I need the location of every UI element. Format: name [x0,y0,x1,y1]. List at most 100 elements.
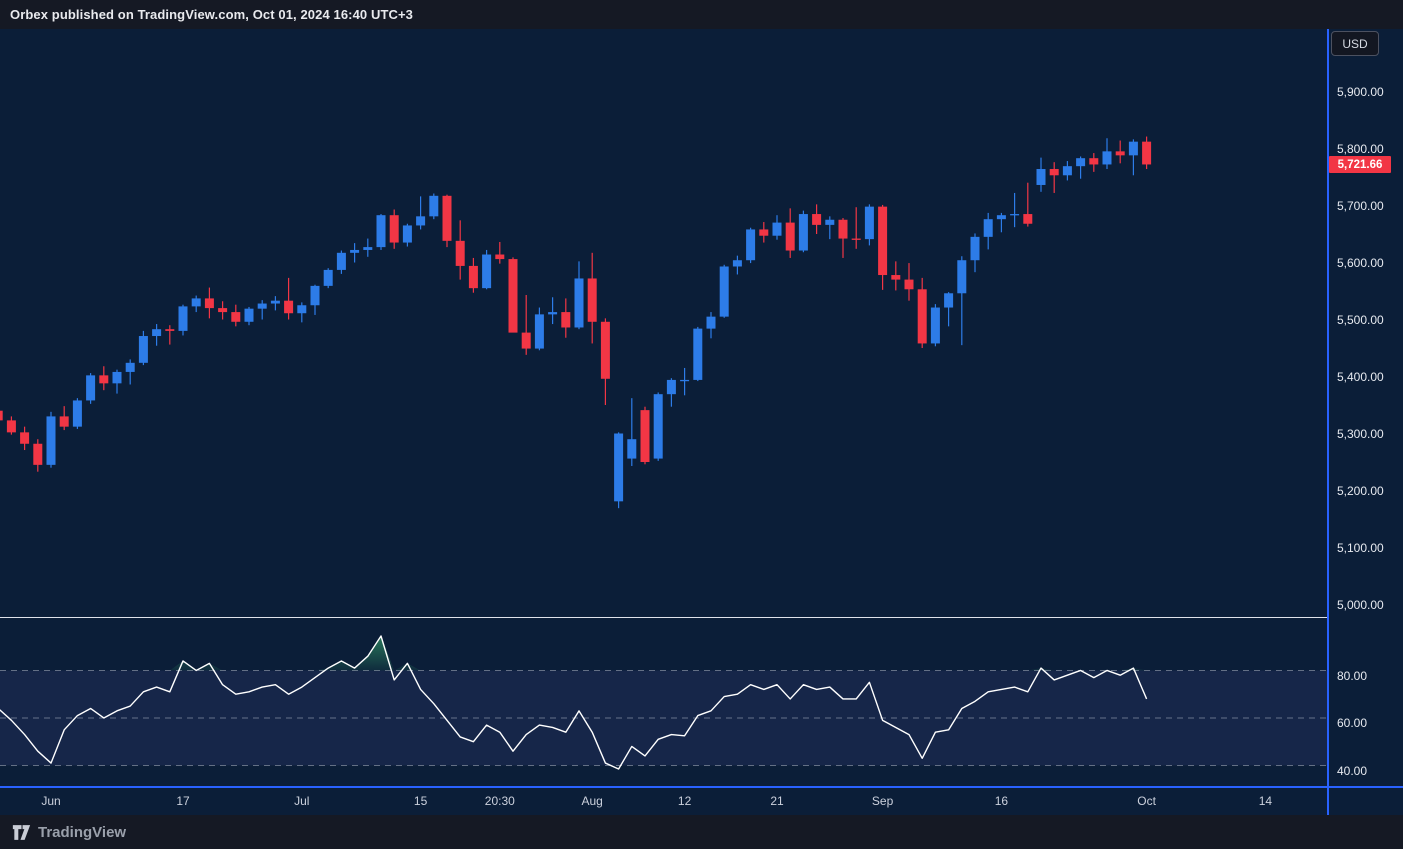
price-axis-separator-line [1327,29,1329,815]
candle [112,369,122,394]
candle [0,410,3,421]
candle-body [904,279,914,290]
candle-body [944,293,954,308]
candle [350,243,360,263]
candle-body [442,195,452,241]
candle-body [1076,158,1086,167]
time-scale[interactable]: Jun 17 Jul 15 20:30 Aug 12 21 Sep 16 Oct 14 [0,788,1403,815]
candle [1010,192,1020,228]
candle-body [891,275,901,280]
candle-body [957,260,967,294]
candle [891,261,901,291]
time-tick-label: Sep [871,794,894,808]
candle-body [323,269,333,286]
candle-body [244,308,254,322]
candle [442,194,452,248]
candle [86,373,96,404]
candle [561,298,571,338]
candle-body [1036,169,1046,185]
candle-body [759,229,769,236]
candle [59,406,69,431]
currency-toggle-button[interactable]: USD [1331,31,1379,56]
rsi-tick-label: 60.00 [1337,716,1368,731]
candle-body [165,329,175,331]
candle-body [693,328,703,380]
price-tick-label: 5,500.00 [1337,313,1384,327]
price-tick-label: 5,600.00 [1337,256,1384,270]
candle [376,214,386,250]
price-scale[interactable]: 5,900.00 5,800.00 5,700.00 5,600.00 5,500.00… [1329,29,1403,786]
time-tick-label: 14 [1258,794,1273,808]
candle-body [746,229,756,261]
candle [983,212,993,250]
candle-body [1023,214,1033,224]
candle [46,411,56,468]
pane-separator[interactable] [0,617,1327,618]
time-tick-label: Jul [294,794,310,808]
candle-body [402,225,412,243]
candle-body [284,300,294,314]
candle [257,300,267,320]
candle-body [297,305,307,314]
candle-body [376,215,386,248]
candle-body [653,394,663,459]
candle-body [561,312,571,328]
candle [851,207,861,249]
candle-body [138,336,148,363]
candle [693,326,703,382]
candle [759,222,769,243]
candle [785,208,795,258]
tradingview-brand-text: TradingView [38,823,127,841]
candle-body [6,420,16,433]
candle [20,426,30,451]
candle [772,215,782,240]
candle [838,218,848,258]
publish-header-bar: Orbex published on TradingView.com, Oct … [0,0,1403,29]
candle-body [1102,151,1112,165]
candle-body [838,219,848,239]
candle [957,256,967,346]
candle-body [482,254,492,289]
candle [917,277,927,348]
candle-body [1010,214,1020,216]
candle [138,330,148,366]
candle [455,220,465,280]
candle [798,210,808,253]
rsi-overbought-fill [0,636,1147,671]
candle [125,359,135,385]
time-tick-label: 16 [994,794,1009,808]
tradingview-logo[interactable] [12,824,31,841]
candle-body [785,222,795,251]
candle-body [534,314,544,349]
candle [336,250,346,274]
candle-body [468,265,478,289]
candle [904,263,914,301]
candle [521,294,531,355]
candle-body [231,312,241,322]
candle-body [574,278,584,328]
time-tick-label: Aug [581,794,603,808]
candle-body [878,206,888,276]
rsi-tick-label: 80.00 [1337,668,1368,683]
candle-body [86,375,96,401]
candle-body [429,195,439,217]
candle [666,378,676,407]
candle-body [1049,169,1059,176]
candle [627,398,637,466]
candle-body [389,215,399,243]
price-tick-label: 5,700.00 [1337,199,1384,213]
candle-body [1089,158,1099,165]
candle [944,292,954,327]
candle-body [983,219,993,237]
candle [218,301,228,320]
time-axis-separator-line [0,786,1403,788]
candle-body [666,379,676,395]
footer-bar: TradingView [0,815,1403,849]
candle [587,252,597,344]
candle-body [0,410,3,421]
rsi-indicator-pane[interactable] [0,618,1327,786]
candle-body [970,236,980,261]
candle [1089,153,1099,172]
candlestick-chart-canvas[interactable] [0,29,1327,617]
